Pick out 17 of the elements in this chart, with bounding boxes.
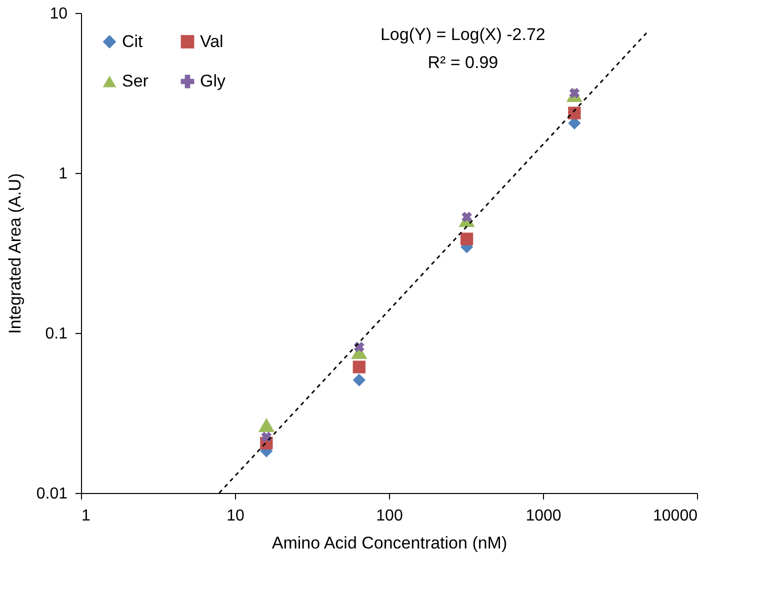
annotation: R² = 0.99 <box>428 53 498 72</box>
y-tick-label: 0.01 <box>36 486 68 502</box>
y-tick-label: 10 <box>50 6 68 22</box>
legend-label: Cit <box>122 32 144 51</box>
legend-label: Gly <box>200 72 226 90</box>
legend-label: Ser <box>122 72 149 90</box>
y-axis-title: Integrated Area (A.U) <box>5 173 24 334</box>
legend-label: Val <box>200 32 224 51</box>
x-tick-label: 10 <box>226 508 244 524</box>
x-tick-label: 10000 <box>653 508 698 524</box>
x-tick-label: 1 <box>82 508 90 524</box>
x-tick-label: 1000 <box>526 508 562 524</box>
x-axis-title: Amino Acid Concentration (nM) <box>272 534 508 552</box>
annotation: Log(Y) = Log(X) -2.72 <box>380 25 546 44</box>
y-tick-label: 0.1 <box>45 326 68 342</box>
x-tick-label: 100 <box>376 508 403 524</box>
y-tick-label: 1 <box>58 166 68 182</box>
